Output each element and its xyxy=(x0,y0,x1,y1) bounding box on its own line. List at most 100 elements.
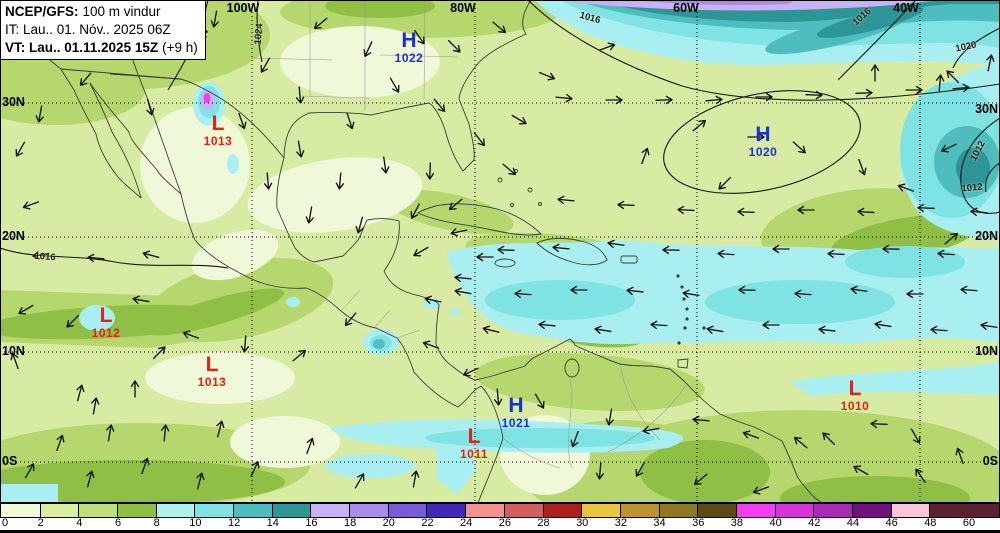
wind-arrow xyxy=(870,64,880,82)
wind-arrow xyxy=(857,207,875,217)
wind-arrow xyxy=(818,325,836,334)
wind-arrow xyxy=(692,415,710,425)
colorbar-tick: 18 xyxy=(343,517,357,529)
wind-arrow xyxy=(295,86,305,104)
colorbar-tick: 0 xyxy=(2,517,9,529)
wind-arrow xyxy=(755,92,773,102)
wind-arrow xyxy=(424,295,442,304)
wind-arrow xyxy=(718,176,732,190)
wind-arrow xyxy=(433,98,446,113)
wind-arrow xyxy=(410,203,420,219)
valid-time: VT: Lau.. 01.11.2025 15Z xyxy=(5,39,159,55)
wind-arrow xyxy=(655,95,673,105)
wind-arrow xyxy=(414,29,425,45)
graticule-dotted-lines xyxy=(0,0,1000,503)
wind-arrow xyxy=(363,41,373,58)
wind-arrow xyxy=(492,21,507,34)
wind-arrow xyxy=(944,232,959,245)
wind-arrow xyxy=(141,457,150,475)
wind-arrow xyxy=(692,119,707,132)
wind-arrow xyxy=(650,320,668,330)
colorbar-tick: 14 xyxy=(266,517,279,529)
colorbar-segment xyxy=(891,503,931,518)
wind-arrow xyxy=(79,72,92,87)
colorbar-segment xyxy=(272,503,312,518)
colorbar-segment xyxy=(40,503,80,518)
colorbar-segment xyxy=(466,503,505,518)
wind-arrow xyxy=(66,314,80,328)
wind-arrow xyxy=(413,246,429,257)
wind-arrow xyxy=(682,289,700,298)
wind-arrow xyxy=(570,430,579,448)
wind-arrow xyxy=(858,158,867,176)
wind-arrow xyxy=(22,201,40,210)
colorbar-legend: 0 2 4 6 8 10 12 14 16 18 20 22 24 26 28 30 32 34 36 38 40 42 4… xyxy=(0,503,1000,533)
wind-arrow xyxy=(15,141,26,157)
wind-arrow xyxy=(737,207,755,217)
wind-arrow xyxy=(355,216,364,234)
wind-arrow xyxy=(87,253,105,263)
colorbar-segment xyxy=(350,503,389,518)
wind-arrow xyxy=(216,420,225,438)
wind-arrow xyxy=(502,163,517,176)
wind-arrow xyxy=(238,112,247,130)
wind-arrow xyxy=(32,251,50,260)
wind-arrow xyxy=(260,57,271,73)
wind-arrow xyxy=(538,71,556,81)
wind-arrow xyxy=(917,203,935,213)
wind-arrow xyxy=(693,473,708,486)
wind-arrow xyxy=(747,132,765,142)
colorbar-segment xyxy=(311,503,351,518)
wind-arrow xyxy=(910,428,921,444)
colorbar-segment xyxy=(388,503,428,518)
colorbar-tick: 40 xyxy=(769,517,782,529)
colorbar-tick: 42 xyxy=(808,517,821,529)
wind-arrow xyxy=(210,10,219,28)
wind-arrow xyxy=(448,198,463,211)
wind-arrow xyxy=(607,239,625,248)
wind-arrow xyxy=(897,183,915,192)
colorbar-cells xyxy=(0,503,1000,518)
wind-arrows xyxy=(10,10,998,495)
colorbar-tick: 32 xyxy=(614,517,627,529)
wind-arrow xyxy=(389,77,400,93)
colorbar-tick: 60 xyxy=(962,517,976,529)
wind-arrow xyxy=(425,162,435,180)
wind-arrow xyxy=(91,397,100,415)
wind-arrow xyxy=(906,289,924,299)
wind-arrow xyxy=(263,172,273,190)
wind-arrow xyxy=(793,436,808,449)
wind-speed-map xyxy=(0,0,1000,503)
wind-arrow xyxy=(422,340,440,349)
colorbar-segment xyxy=(79,503,119,518)
wind-arrow xyxy=(594,325,612,334)
wind-arrow xyxy=(853,465,869,476)
colorbar-tick-labels: 0 2 4 6 8 10 12 14 16 18 20 22 24 26 28 30 32 34 36 38 40 42 4… xyxy=(0,517,1000,530)
wind-arrow xyxy=(306,437,315,455)
wind-arrow xyxy=(855,88,873,98)
wind-arrow xyxy=(717,249,735,259)
wind-arrow xyxy=(511,114,527,125)
wind-arrow xyxy=(313,17,328,30)
colorbar-tick: 12 xyxy=(227,517,241,529)
wind-arrow xyxy=(980,321,998,330)
colorbar-segment xyxy=(659,503,699,518)
wind-arrow xyxy=(986,54,995,72)
wind-arrow xyxy=(24,463,35,479)
wind-arrow xyxy=(35,105,44,123)
wind-arrow xyxy=(76,384,85,402)
wind-arrow xyxy=(822,432,836,446)
wind-arrow xyxy=(86,470,95,488)
wind-arrow xyxy=(635,461,646,477)
wind-arrow xyxy=(598,42,616,51)
wind-arrow xyxy=(305,206,314,224)
colorbar-segment xyxy=(427,503,467,518)
colorbar-tick: 48 xyxy=(924,517,937,529)
model-info-box: NCEP/GFS: 100 m vindur IT: Lau.. 01. Nóv.… xyxy=(0,0,206,61)
wind-arrow xyxy=(538,320,556,330)
wind-arrow xyxy=(595,462,605,480)
wind-arrow xyxy=(493,388,503,406)
lesser-antilles-islands xyxy=(676,274,706,345)
colorbar-segment xyxy=(736,503,776,518)
wind-arrow xyxy=(827,249,845,259)
